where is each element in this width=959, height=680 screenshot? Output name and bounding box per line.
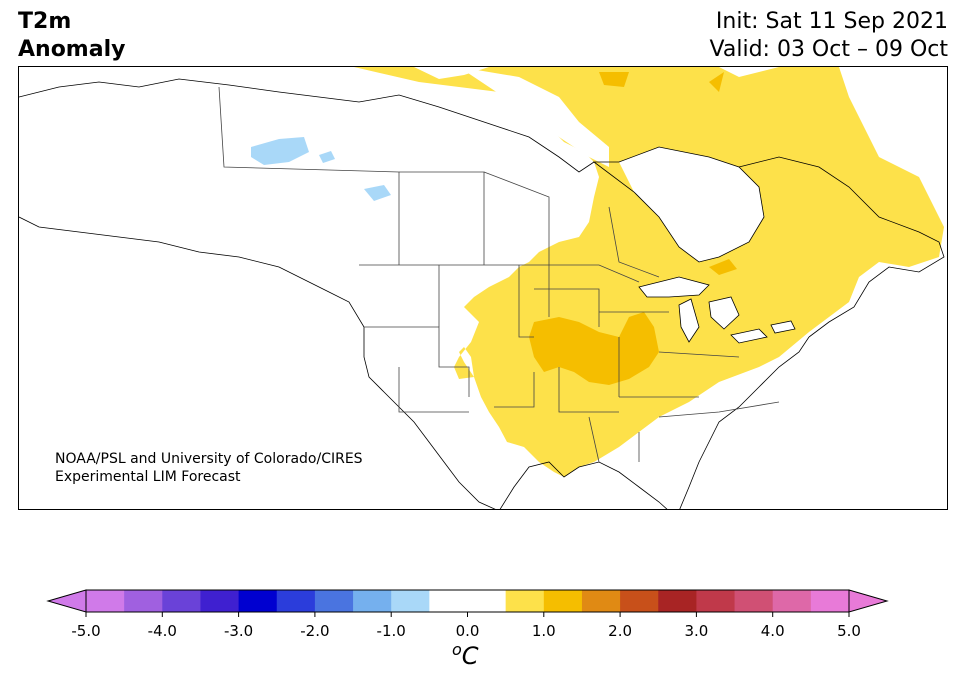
anomaly-blue-spot-2 (319, 151, 335, 163)
colorbar-cell (696, 590, 736, 612)
colorbar-tick-label: 2.0 (608, 622, 632, 640)
colorbar-cell (276, 590, 316, 612)
colorbar-cell (772, 590, 812, 612)
credit-line-2: Experimental LIM Forecast (55, 469, 241, 485)
colorbar-cell (810, 590, 850, 612)
unit-letter: C (461, 642, 479, 670)
colorbar-cell (429, 590, 468, 612)
colorbar-right-extend (848, 589, 889, 613)
colorbar-cell (581, 590, 621, 612)
colorbar-cell (314, 590, 354, 612)
colorbar-cell (124, 590, 163, 612)
unit-degree: o (452, 640, 462, 659)
arctic-water (459, 67, 609, 167)
forecast-dates: Init: Sat 11 Sep 2021 Valid: 03 Oct – 09… (710, 8, 948, 64)
unit-label: oC (452, 640, 479, 670)
colorbar-tick-label: 1.0 (532, 622, 556, 640)
map-title: T2m Anomaly (18, 8, 125, 64)
anomaly-blue-spot-1 (251, 137, 309, 165)
colorbar-cell (467, 590, 507, 612)
anomaly-orange-spot-1 (709, 72, 724, 92)
colorbar-cell (200, 590, 240, 612)
colorbar-cell (620, 590, 659, 612)
colorbar-tick-label: -2.0 (300, 622, 329, 640)
colorbar-cell (162, 590, 201, 612)
colorbar-tick-label: -1.0 (377, 622, 406, 640)
colorbar-tick-label: 5.0 (837, 622, 861, 640)
valid-date: Valid: 03 Oct – 09 Oct (709, 37, 948, 62)
anomaly-map (18, 66, 948, 510)
colorbar-cells (86, 590, 850, 612)
init-date: Init: Sat 11 Sep 2021 (715, 9, 948, 34)
colorbar-cell (391, 590, 430, 612)
credit-text: NOAA/PSL and University of Colorado/CIRE… (55, 450, 363, 486)
political-borders (218, 86, 780, 463)
colorbar-cell (238, 590, 278, 612)
colorbar-tick-label: 4.0 (761, 622, 785, 640)
anomaly-blue-spot-3 (364, 185, 391, 201)
anomaly-yellow-region (354, 67, 944, 477)
colorbar-left-extend (46, 589, 87, 613)
colorbar-cell (658, 590, 697, 612)
colorbar-ticks: -5.0 -4.0 -3.0 -2.0 -1.0 0.0 1.0 2.0 3.0 4.0 5.0 (71, 612, 861, 640)
anomaly-orange-region (529, 312, 659, 385)
colorbar-tick-label: -4.0 (148, 622, 177, 640)
colorbar-cell (543, 590, 583, 612)
colorbar-tick-label: 0.0 (456, 622, 480, 640)
great-lakes (638, 276, 796, 344)
colorbar-cell (353, 590, 392, 612)
colorbar-tick-label: -3.0 (224, 622, 253, 640)
colorbar-cell (734, 590, 774, 612)
map-canvas (19, 67, 945, 509)
colorbar: -5.0 -4.0 -3.0 -2.0 -1.0 0.0 1.0 2.0 3.0 4.0 5.0 (46, 589, 889, 640)
colorbar-tick-label: 3.0 (684, 622, 708, 640)
colorbar-cell (505, 590, 545, 612)
hudson-bay (619, 147, 764, 262)
coastlines (19, 78, 945, 509)
colorbar-cell (86, 590, 125, 612)
colorbar-tick-label: -5.0 (71, 622, 100, 640)
anomaly-orange-spot-3 (599, 72, 629, 87)
anomaly-orange-spot-2 (709, 259, 737, 275)
title-line-2: Anomaly (18, 37, 126, 62)
title-line-1: T2m (18, 9, 72, 34)
credit-line-1: NOAA/PSL and University of Colorado/CIRE… (55, 451, 363, 467)
